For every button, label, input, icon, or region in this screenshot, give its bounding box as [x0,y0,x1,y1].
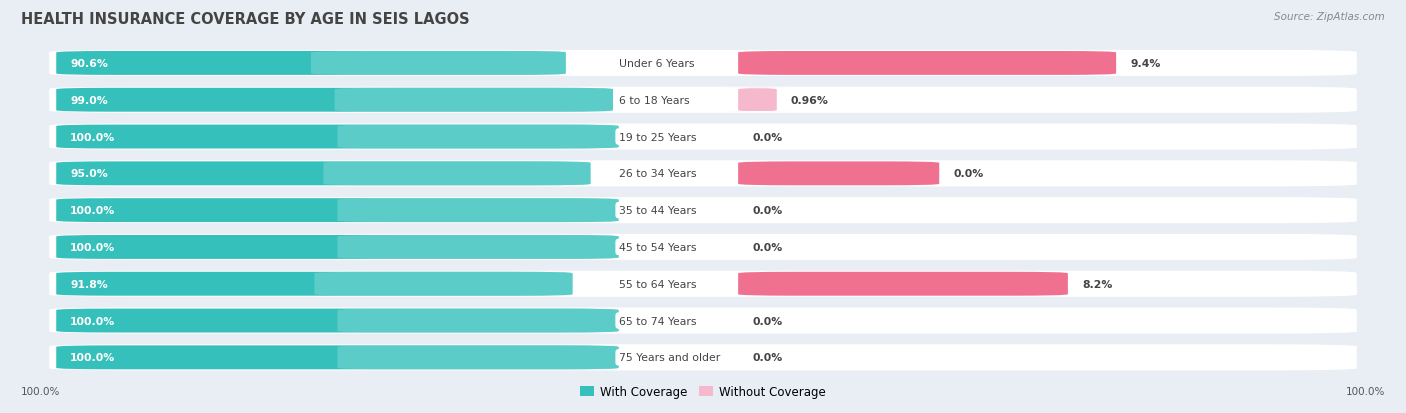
Text: 100.0%: 100.0% [1346,387,1385,396]
FancyBboxPatch shape [56,346,619,369]
FancyBboxPatch shape [738,162,939,186]
FancyBboxPatch shape [311,52,565,76]
Text: 100.0%: 100.0% [21,387,60,396]
Text: HEALTH INSURANCE COVERAGE BY AGE IN SEIS LAGOS: HEALTH INSURANCE COVERAGE BY AGE IN SEIS… [21,12,470,27]
Text: 99.0%: 99.0% [70,95,108,105]
FancyBboxPatch shape [337,125,619,149]
FancyBboxPatch shape [738,52,1116,76]
Text: 0.0%: 0.0% [752,206,783,216]
FancyBboxPatch shape [335,88,613,112]
Text: 8.2%: 8.2% [1083,279,1112,289]
Text: 0.0%: 0.0% [752,352,783,363]
Text: 100.0%: 100.0% [70,206,115,216]
FancyBboxPatch shape [49,124,1357,150]
Text: 100.0%: 100.0% [70,242,115,252]
FancyBboxPatch shape [738,272,1069,296]
FancyBboxPatch shape [49,161,1357,187]
FancyBboxPatch shape [337,309,619,333]
FancyBboxPatch shape [56,125,619,149]
Text: Under 6 Years: Under 6 Years [619,59,695,69]
Text: 75 Years and older: 75 Years and older [619,352,720,363]
FancyBboxPatch shape [56,162,591,186]
Text: 90.6%: 90.6% [70,59,108,69]
Text: 0.96%: 0.96% [790,95,828,105]
FancyBboxPatch shape [720,88,794,112]
Text: 91.8%: 91.8% [70,279,108,289]
Text: 0.0%: 0.0% [953,169,984,179]
Text: 9.4%: 9.4% [1130,59,1160,69]
FancyBboxPatch shape [323,162,591,186]
Legend: With Coverage, Without Coverage: With Coverage, Without Coverage [575,381,831,403]
Text: 6 to 18 Years: 6 to 18 Years [619,95,689,105]
FancyBboxPatch shape [49,197,1357,224]
Text: 0.0%: 0.0% [752,316,783,326]
Text: 95.0%: 95.0% [70,169,108,179]
FancyBboxPatch shape [56,309,619,333]
FancyBboxPatch shape [56,88,613,112]
FancyBboxPatch shape [337,199,619,223]
FancyBboxPatch shape [49,344,1357,370]
FancyBboxPatch shape [49,88,1357,114]
Text: 35 to 44 Years: 35 to 44 Years [619,206,696,216]
Text: 19 to 25 Years: 19 to 25 Years [619,132,696,142]
FancyBboxPatch shape [56,272,572,296]
FancyBboxPatch shape [49,308,1357,334]
FancyBboxPatch shape [337,235,619,259]
Text: Source: ZipAtlas.com: Source: ZipAtlas.com [1274,12,1385,22]
Text: 0.0%: 0.0% [752,242,783,252]
Text: 45 to 54 Years: 45 to 54 Years [619,242,696,252]
FancyBboxPatch shape [315,272,572,296]
FancyBboxPatch shape [49,271,1357,297]
Text: 65 to 74 Years: 65 to 74 Years [619,316,696,326]
Text: 55 to 64 Years: 55 to 64 Years [619,279,696,289]
FancyBboxPatch shape [337,346,619,369]
FancyBboxPatch shape [49,51,1357,77]
FancyBboxPatch shape [56,199,619,223]
FancyBboxPatch shape [56,235,619,259]
Text: 26 to 34 Years: 26 to 34 Years [619,169,696,179]
FancyBboxPatch shape [49,234,1357,260]
FancyBboxPatch shape [56,52,565,76]
Text: 0.0%: 0.0% [752,132,783,142]
Text: 100.0%: 100.0% [70,352,115,363]
Text: 100.0%: 100.0% [70,132,115,142]
Text: 100.0%: 100.0% [70,316,115,326]
